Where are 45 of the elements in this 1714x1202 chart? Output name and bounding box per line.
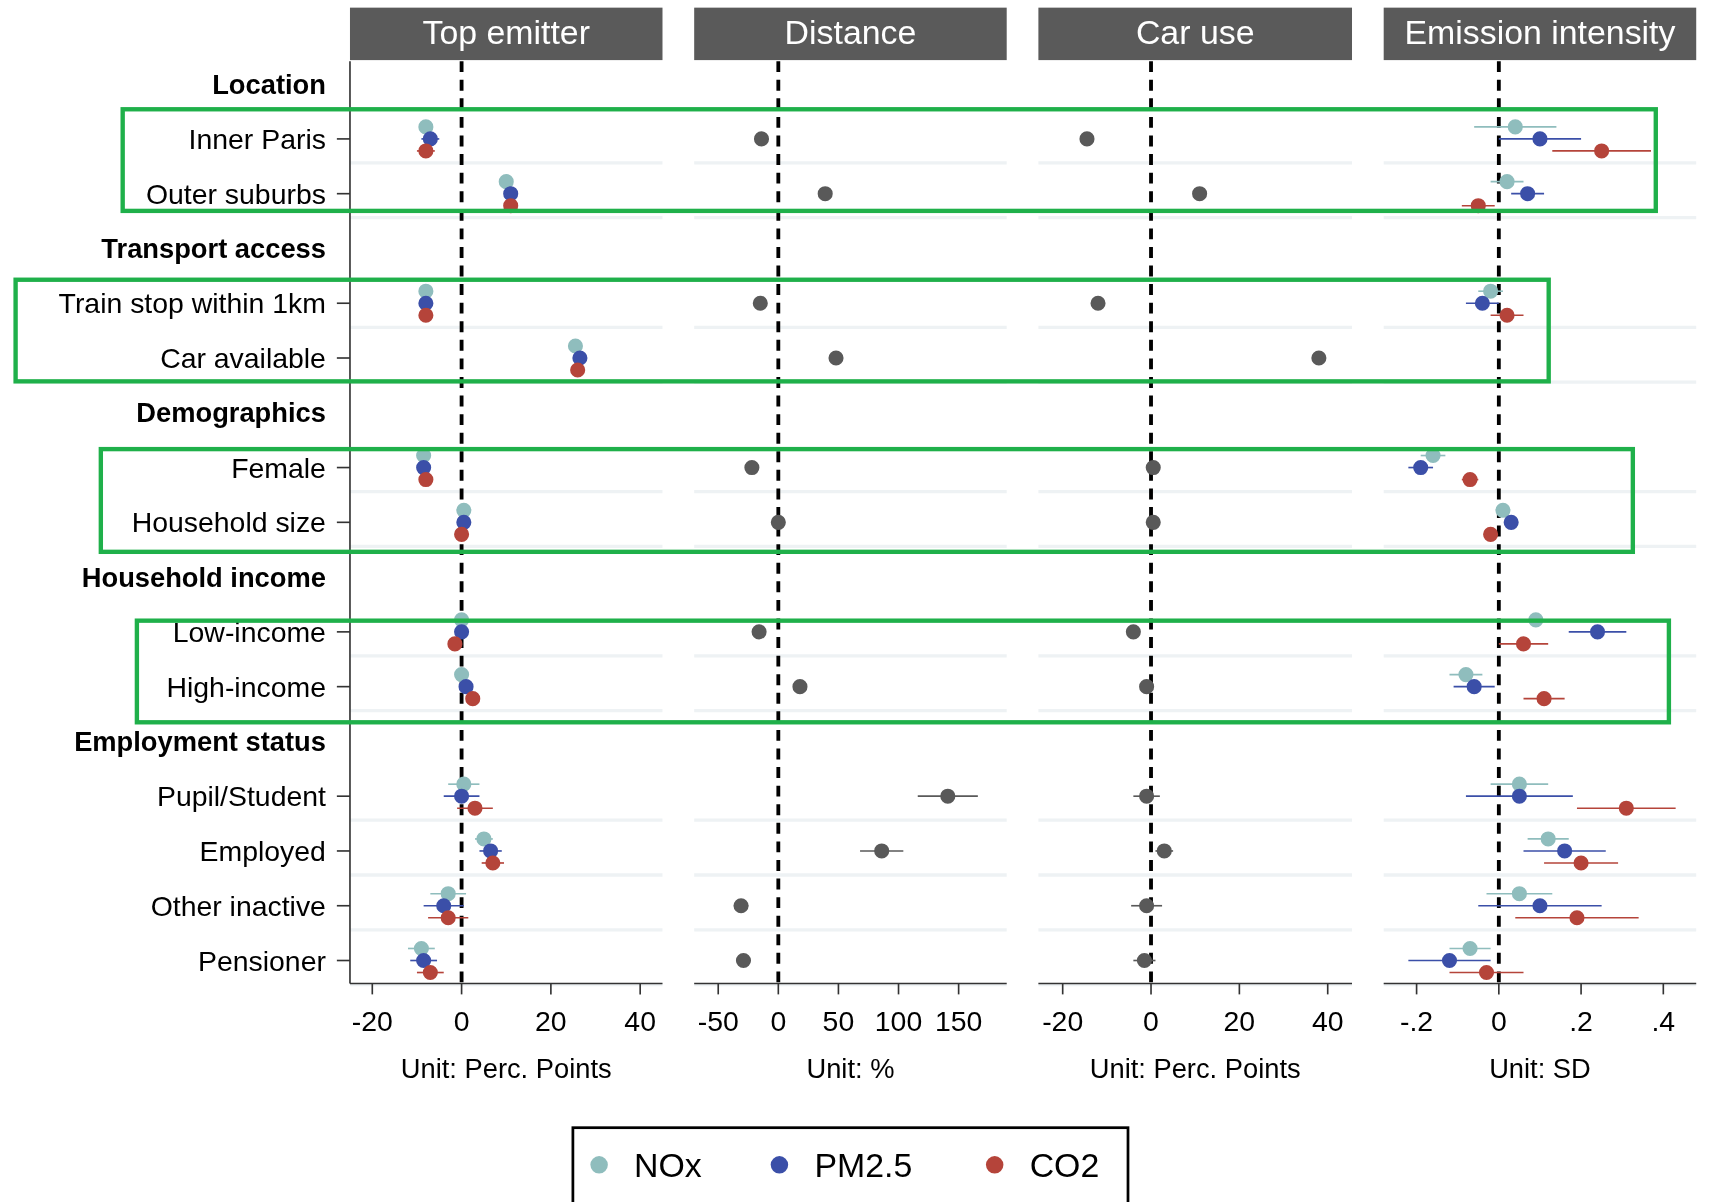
x-tick-label: -20 — [351, 1004, 393, 1037]
y-tick-label: High-income — [166, 670, 326, 703]
y-tick-label: Employed — [199, 834, 326, 867]
x-tick-label: 100 — [874, 1004, 923, 1037]
y-tick-label: Household size — [131, 506, 326, 539]
x-tick-label: -20 — [1042, 1004, 1084, 1037]
x-tick-label: 40 — [1311, 1004, 1344, 1037]
y-tick-label: Low-income — [172, 615, 326, 648]
chart-title: Emission intensity — [1404, 12, 1676, 51]
y-tick-label: Female — [231, 451, 326, 484]
chart-title: Car use — [1135, 12, 1255, 51]
y-tick-label: Demographics — [136, 397, 326, 429]
y-tick-label: Car available — [160, 342, 326, 374]
chart-title: Distance — [784, 12, 917, 51]
x-tick-label: .4 — [1651, 1004, 1676, 1037]
legend-label: PM2.5 — [814, 1145, 913, 1184]
legend-label: NOx — [634, 1145, 702, 1184]
x-axis-title: Unit: Perc. Points — [1089, 1053, 1301, 1085]
y-tick-label: Pupil/Student — [156, 780, 327, 813]
y-tick-label: Other inactive — [150, 889, 326, 922]
x-tick-label: 40 — [624, 1004, 656, 1037]
x-tick-label: 0 — [1490, 1004, 1507, 1037]
x-axis-title: Unit: % — [806, 1053, 895, 1085]
y-tick-label: Household income — [81, 561, 326, 593]
chart-title: Top emitter — [422, 12, 590, 51]
x-tick-label: 0 — [453, 1004, 470, 1037]
x-tick-label: .2 — [1569, 1004, 1593, 1037]
y-tick-label: Outer suburbs — [145, 177, 326, 210]
x-tick-label: 50 — [822, 1004, 855, 1037]
y-tick-label: Employment status — [74, 725, 326, 757]
y-tick-label: Transport access — [101, 232, 326, 264]
x-tick-label: 20 — [1223, 1004, 1256, 1037]
y-tick-label: Train stop within 1km — [58, 287, 326, 320]
legend-label: CO2 — [1029, 1145, 1100, 1184]
x-tick-label: 20 — [535, 1004, 567, 1037]
x-tick-label: 0 — [770, 1004, 787, 1037]
y-tick-label: Inner Paris — [188, 122, 326, 155]
x-tick-label: 0 — [1143, 1004, 1159, 1037]
y-tick-label: Location — [212, 68, 326, 100]
x-axis-title: Unit: Perc. Points — [400, 1053, 612, 1085]
x-tick-label: 150 — [934, 1004, 983, 1037]
x-tick-label: -.2 — [1400, 1004, 1434, 1037]
x-tick-label: -50 — [697, 1004, 739, 1037]
x-axis-title: Unit: SD — [1489, 1053, 1591, 1085]
y-tick-label: Pensioner — [198, 944, 326, 977]
